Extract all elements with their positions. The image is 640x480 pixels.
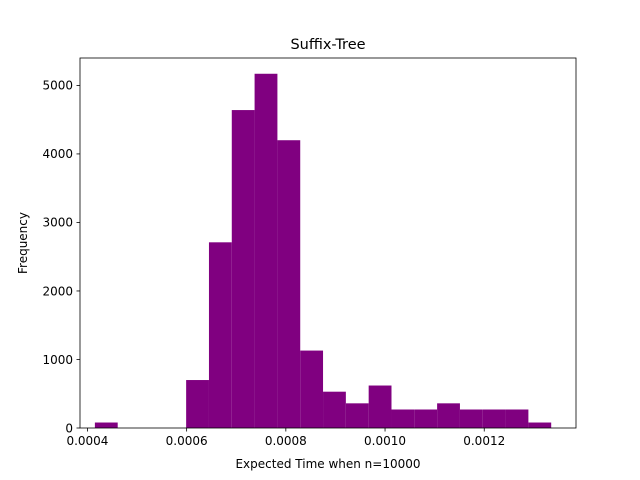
histogram-bar: [459, 409, 483, 428]
x-tick-label: 0.0012: [463, 434, 505, 448]
y-tick-label: 2000: [42, 284, 73, 298]
histogram-bar: [528, 422, 552, 428]
plot-frame: [79, 57, 577, 429]
histogram-bar: [208, 242, 232, 428]
x-axis-ticks: 0.0004 0.0006 0.0008 0.0010 0.0012: [66, 428, 505, 448]
histogram-bar: [323, 391, 346, 428]
histogram-bar: [231, 110, 255, 428]
y-tick-label: 5000: [42, 79, 73, 93]
y-tick-label: 4000: [42, 147, 73, 161]
histogram-bar: [414, 409, 438, 428]
histogram-bar: [254, 73, 278, 428]
histogram-bar: [300, 350, 324, 428]
x-tick-label: 0.0008: [265, 434, 307, 448]
y-axis-ticks: 0 1000 2000 3000 4000 5000: [42, 79, 80, 435]
y-tick-label: 1000: [42, 353, 73, 367]
chart-title: Suffix-Tree: [290, 37, 365, 53]
histogram-bar: [482, 409, 506, 428]
x-tick-label: 0.0006: [166, 434, 208, 448]
bars-group: [94, 73, 552, 428]
histogram-bar: [391, 409, 415, 428]
histogram-bar: [94, 422, 118, 428]
histogram-bar: [437, 403, 460, 428]
histogram-bar: [345, 403, 369, 428]
histogram-bar: [186, 380, 209, 428]
x-axis-label: Expected Time when n=10000: [235, 457, 420, 471]
y-axis-label: Frequency: [16, 212, 30, 274]
y-tick-label: 3000: [42, 216, 73, 230]
x-tick-label: 0.0010: [364, 434, 406, 448]
histogram-bar: [368, 385, 392, 428]
y-tick-label: 0: [65, 421, 73, 435]
x-tick-label: 0.0004: [66, 434, 108, 448]
histogram-bar: [277, 140, 301, 428]
histogram-bar: [505, 409, 529, 428]
